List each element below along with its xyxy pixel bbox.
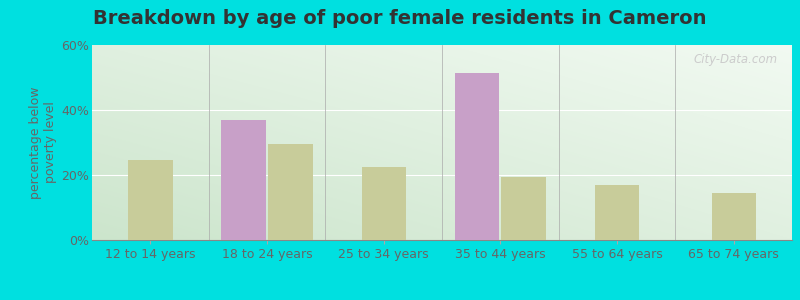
Text: Breakdown by age of poor female residents in Cameron: Breakdown by age of poor female resident… — [94, 9, 706, 28]
Bar — [362, 167, 406, 240]
Y-axis label: percentage below
poverty level: percentage below poverty level — [29, 86, 57, 199]
Bar — [595, 185, 639, 240]
Bar — [711, 193, 756, 240]
Bar — [268, 144, 313, 240]
Bar — [455, 73, 499, 240]
Bar — [222, 120, 266, 240]
Bar — [128, 160, 173, 240]
Text: City-Data.com: City-Data.com — [694, 53, 778, 66]
Bar — [502, 177, 546, 240]
